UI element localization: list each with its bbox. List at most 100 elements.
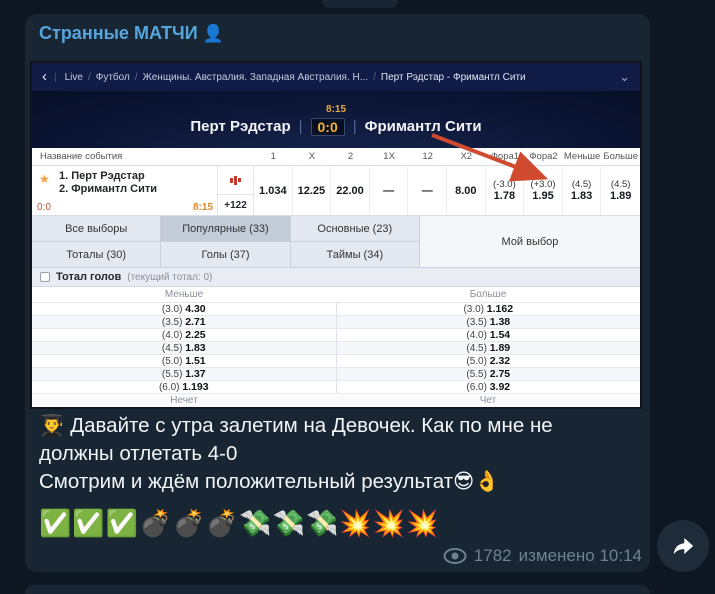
chevron-down-icon[interactable]: ⌄: [619, 69, 630, 84]
over-bet[interactable]: (3.0) 1.162: [463, 303, 514, 315]
message-meta: 1782 изменено 10:14: [443, 546, 642, 566]
back-chevron-icon[interactable]: ‹: [42, 68, 47, 85]
away-team-row: 2. Фримантл Сити: [59, 183, 157, 195]
over-bet[interactable]: (4.5) 1.89: [466, 342, 511, 354]
over-line: (4.5): [610, 179, 631, 190]
breadcrumb-sport[interactable]: Футбол: [95, 71, 130, 83]
over-bet[interactable]: (4.0) 1.54: [466, 329, 511, 341]
current-score: 0:0: [310, 117, 345, 136]
breadcrumb-match: Перт Рэдстар - Фримантл Сити: [380, 71, 526, 83]
odd-x2[interactable]: 8.00: [447, 166, 486, 215]
channel-title[interactable]: Странные МАТЧИ 👤: [39, 23, 224, 44]
over-bet[interactable]: (6.0) 3.92: [466, 381, 511, 393]
totals-header: Меньше Больше: [32, 287, 640, 303]
home-team-row: 1. Перт Рэдстар: [59, 170, 145, 182]
odds-column-headers: Название события 1 X 2 1X 12 X2 Фора1 Фо…: [32, 148, 640, 166]
col-over: Больше: [603, 151, 639, 162]
message-line: должны отлетать 4-0: [39, 442, 238, 465]
under-bet[interactable]: (4.0) 2.25: [32, 329, 337, 341]
market-checkbox[interactable]: [40, 272, 50, 282]
over-bet[interactable]: (5.5) 2.75: [466, 368, 511, 380]
odd-handicap2[interactable]: (+3.0) 1.95: [524, 166, 563, 215]
odd-under[interactable]: (4.5) 1.83: [563, 166, 602, 215]
home-team-name: Перт Рэдстар: [190, 118, 291, 135]
breadcrumb-divider: |: [54, 71, 57, 83]
under-odd: 1.83: [570, 190, 593, 202]
odd-over[interactable]: (4.5) 1.89: [601, 166, 640, 215]
totals-row: (3.0) 4.30 (3.0) 1.162: [32, 303, 640, 316]
message-line: 👨‍🎓 Давайте с утра залетим на Девочек. К…: [39, 414, 553, 437]
views-count: 1782: [473, 546, 512, 565]
over-header: Больше: [469, 289, 507, 300]
under-bet[interactable]: (5.0) 1.51: [32, 355, 337, 367]
col-1x: 1X: [383, 151, 395, 162]
edited-timestamp: изменено 10:14: [518, 546, 642, 565]
under-bet[interactable]: (5.5) 1.37: [32, 368, 337, 380]
breadcrumb-live[interactable]: Live: [64, 71, 83, 83]
share-button[interactable]: [657, 520, 709, 572]
under-bet[interactable]: (3.0) 4.30: [32, 303, 337, 315]
event-row: ★ 1. Перт Рэдстар 2. Фримантл Сити 0:0 8…: [32, 166, 640, 216]
message-line: Смотрим и ждём положительный результат😎👌: [39, 470, 500, 493]
breadcrumb-sep: /: [134, 71, 138, 83]
next-message-bubble-top: [25, 585, 650, 594]
message-bubble: Странные МАТЧИ 👤 ‹ | Live / Футбол / Жен…: [25, 14, 650, 572]
odd-footer[interactable]: Нечет: [170, 395, 198, 406]
totals-row: (5.0) 1.51 (5.0) 2.32: [32, 355, 640, 368]
stats-cell[interactable]: +122: [218, 166, 254, 215]
tab-popular[interactable]: Популярные (33): [161, 216, 291, 242]
row-time: 8:15: [192, 202, 213, 213]
tab-halves[interactable]: Таймы (34): [290, 242, 420, 268]
more-markets-count[interactable]: +122: [224, 199, 247, 211]
tab-my-pick[interactable]: Мой выбор: [419, 216, 640, 268]
breadcrumb-league[interactable]: Женщины. Австралия. Западная Австралия. …: [142, 71, 369, 83]
odd-x[interactable]: 12.25: [293, 166, 332, 215]
tab-all-picks[interactable]: Все выборы: [32, 216, 162, 242]
tab-goals[interactable]: Голы (37): [161, 242, 291, 268]
col-handicap1: Фора1: [490, 151, 520, 162]
col-1: 1: [270, 151, 276, 162]
bar-chart-icon[interactable]: [218, 166, 253, 195]
share-arrow-icon: [673, 537, 694, 555]
tab-totals[interactable]: Тоталы (30): [32, 242, 162, 268]
odd-2[interactable]: 22.00: [331, 166, 370, 215]
col-12: 12: [422, 151, 433, 162]
total-goals-market-bar: Тотал голов (текущий тотал: 0): [32, 268, 640, 287]
eye-views-icon: [443, 548, 467, 564]
previous-message-bubble-tail: [322, 0, 398, 8]
match-clock: 8:15: [325, 103, 346, 115]
away-team-name: Фримантл Сити: [364, 118, 482, 135]
totals-row: (3.5) 2.71 (3.5) 1.38: [32, 316, 640, 329]
col-x2: X2: [460, 151, 473, 162]
odd-handicap1[interactable]: (-3.0) 1.78: [486, 166, 525, 215]
message-text: 👨‍🎓 Давайте с утра залетим на Девочек. К…: [39, 412, 639, 496]
odd-even-footer: Нечет Чет: [32, 394, 640, 407]
even-footer[interactable]: Чет: [479, 395, 497, 406]
breadcrumb-sep: /: [87, 71, 91, 83]
totals-table: (3.0) 4.30 (3.0) 1.162 (3.5) 2.71 (3.5) …: [32, 303, 640, 394]
channel-title-text: Странные МАТЧИ: [39, 23, 198, 43]
breadcrumb-sep: /: [373, 71, 376, 83]
under-header: Меньше: [164, 289, 204, 300]
odd-1[interactable]: 1.034: [254, 166, 293, 215]
odd-1x[interactable]: —: [370, 166, 409, 215]
score-divider: |: [298, 118, 303, 135]
breadcrumb: ‹ | Live / Футбол / Женщины. Австралия. …: [32, 63, 640, 91]
event-name-header: Название события: [40, 151, 123, 162]
over-odd: 1.89: [609, 190, 632, 202]
favorite-star-icon[interactable]: ★: [39, 172, 50, 186]
col-2: 2: [347, 151, 354, 162]
totals-row: (4.5) 1.83 (4.5) 1.89: [32, 342, 640, 355]
under-bet[interactable]: (3.5) 2.71: [32, 316, 337, 328]
over-bet[interactable]: (5.0) 2.32: [466, 355, 511, 367]
odd-12[interactable]: —: [408, 166, 447, 215]
tab-main[interactable]: Основные (23): [290, 216, 420, 242]
col-x: X: [308, 151, 316, 162]
event-name-cell[interactable]: ★ 1. Перт Рэдстар 2. Фримантл Сити 0:0 8…: [32, 166, 218, 215]
handicap2-line: (+3.0): [530, 179, 556, 190]
under-bet[interactable]: (6.0) 1.193: [32, 381, 337, 393]
over-bet[interactable]: (3.5) 1.38: [466, 316, 511, 328]
match-scoreboard: 8:15 Перт Рэдстар | 0:0 | Фримантл Сити: [32, 91, 640, 148]
under-bet[interactable]: (4.5) 1.83: [32, 342, 337, 354]
